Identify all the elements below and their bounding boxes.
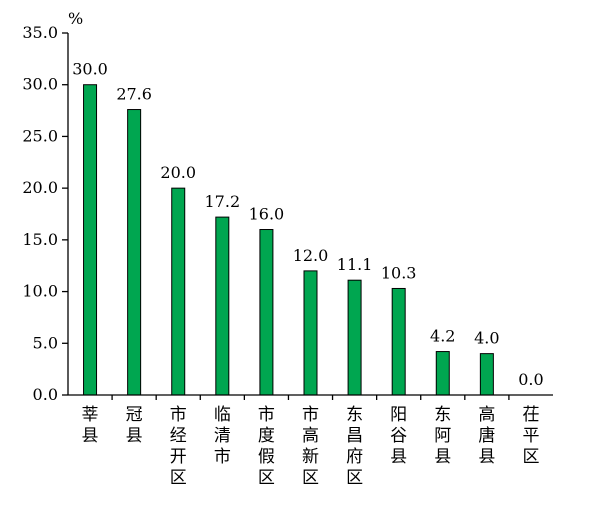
bar-value-label: 0.0 xyxy=(518,370,543,389)
bar-value-label: 10.3 xyxy=(381,263,417,282)
y-axis-unit-label: % xyxy=(68,9,83,28)
bar-value-label: 16.0 xyxy=(249,205,285,224)
category-label: 市高新区 xyxy=(302,405,319,488)
category-label: 莘县 xyxy=(82,405,99,446)
y-tick-label: 0.0 xyxy=(33,385,58,404)
category-label: 冠县 xyxy=(126,405,143,446)
y-tick-label: 35.0 xyxy=(22,23,58,42)
bar xyxy=(127,109,142,396)
bar xyxy=(435,351,450,396)
category-label: 东昌府区 xyxy=(346,405,363,488)
bar xyxy=(303,270,318,396)
bar-value-label: 27.6 xyxy=(116,85,152,104)
category-label: 市度假区 xyxy=(258,405,275,488)
y-tick-label: 10.0 xyxy=(22,282,58,301)
category-label: 市经开区 xyxy=(170,405,187,488)
bar-value-label: 4.0 xyxy=(474,329,499,348)
bar xyxy=(83,84,98,396)
y-tick-label: 25.0 xyxy=(22,126,58,145)
y-tick-label: 5.0 xyxy=(33,333,58,352)
bar xyxy=(391,287,406,396)
bars xyxy=(83,84,494,396)
bar-value-label: 4.2 xyxy=(430,327,455,346)
category-label: 阳谷县 xyxy=(390,405,407,467)
bar-value-label: 11.1 xyxy=(337,255,373,274)
y-axis-ticks: 0.0 5.0 10.0 15.0 20.0 25.0 30.0 35.0 xyxy=(22,23,68,404)
category-label: 临清市 xyxy=(214,405,231,467)
bar xyxy=(215,216,230,396)
category-label: 高唐县 xyxy=(478,405,495,467)
bar xyxy=(347,279,362,396)
category-label: 茌平区 xyxy=(522,405,539,467)
bar-value-label: 30.0 xyxy=(72,60,108,79)
y-tick-label: 30.0 xyxy=(22,75,58,94)
bar-value-label: 17.2 xyxy=(205,192,241,211)
bar xyxy=(259,229,274,396)
bar xyxy=(479,353,494,396)
bar-value-label: 12.0 xyxy=(293,246,329,265)
bar xyxy=(171,187,186,396)
y-tick-label: 15.0 xyxy=(22,230,58,249)
bar-value-label: 20.0 xyxy=(160,163,196,182)
value-labels: 30.0 27.6 20.0 17.2 16.0 12.0 11.1 10.3 4.2 4.0 0.… xyxy=(72,60,543,389)
y-tick-label: 20.0 xyxy=(22,178,58,197)
category-label: 东阿县 xyxy=(434,405,451,467)
